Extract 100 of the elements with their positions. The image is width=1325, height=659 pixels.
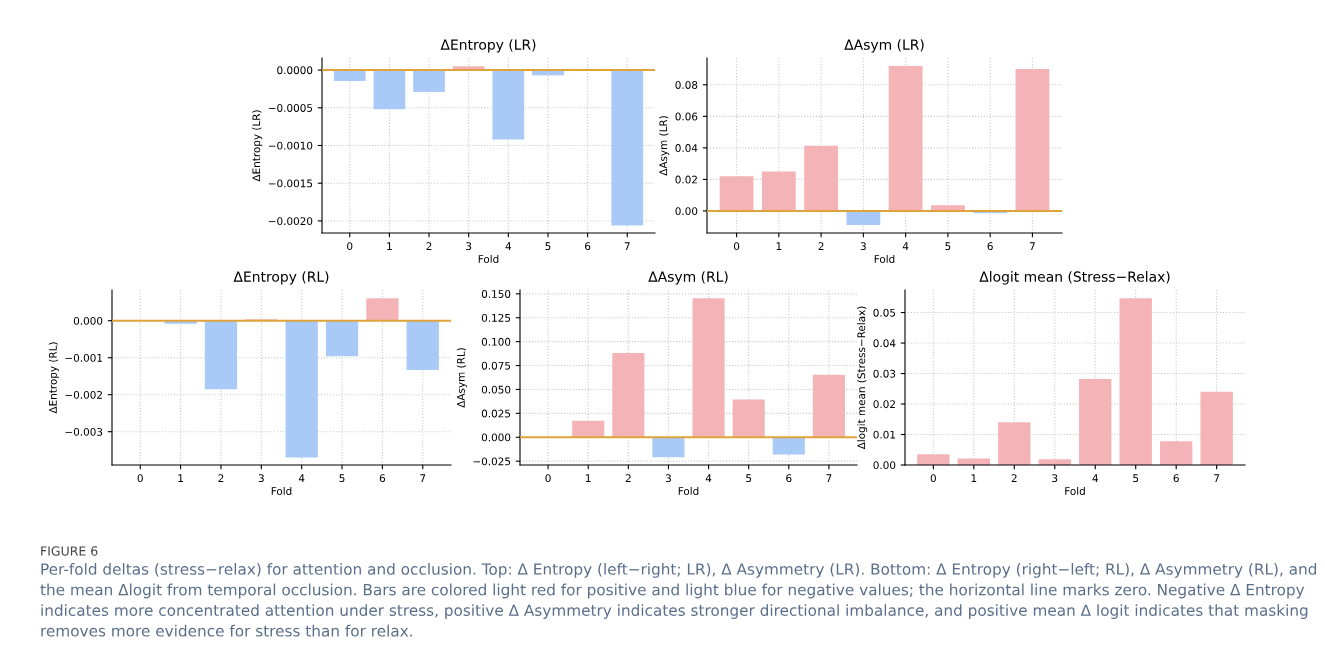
y-axis-title: ΔEntropy (LR) xyxy=(252,110,263,182)
x-tick-label: 0 xyxy=(733,242,740,251)
y-tick-label: −0.0005 xyxy=(268,104,313,112)
x-tick-label: 0 xyxy=(545,474,551,483)
y-tick-label: 0.02 xyxy=(873,400,895,409)
x-tick-label: 2 xyxy=(625,474,631,482)
x-tick-label: 4 xyxy=(1092,474,1098,482)
x-tick-label: 2 xyxy=(426,242,432,250)
bar xyxy=(612,353,645,438)
y-tick-label: −0.003 xyxy=(65,427,103,436)
x-tick-label: 1 xyxy=(586,474,591,482)
bar xyxy=(366,298,399,321)
y-tick-label: 0.125 xyxy=(481,313,511,322)
y-tick-label: −0.002 xyxy=(65,390,102,399)
x-tick-label: 1 xyxy=(971,474,977,482)
bar xyxy=(846,210,881,226)
bar xyxy=(888,65,923,211)
x-tick-label: 0 xyxy=(347,242,353,251)
chart-title: ΔAsym (RL) xyxy=(648,271,728,285)
x-tick-label: 2 xyxy=(218,474,224,482)
x-tick-label: 2 xyxy=(1011,474,1017,482)
x-tick-label: 4 xyxy=(505,242,512,250)
y-tick-label: 0.000 xyxy=(481,433,511,442)
y-tick-label: 0.04 xyxy=(873,339,896,348)
x-tick-label: 3 xyxy=(258,474,264,483)
y-tick-label: 0.02 xyxy=(675,175,697,184)
y-tick-label: 0.025 xyxy=(481,409,511,418)
chart-title: ΔEntropy (RL) xyxy=(233,271,329,285)
bar xyxy=(204,320,238,390)
bar xyxy=(1119,298,1152,465)
y-tick-label: 0.08 xyxy=(675,81,698,89)
y-tick-label: 0.0000 xyxy=(277,66,313,75)
bar xyxy=(761,171,796,211)
bar xyxy=(1015,69,1050,211)
x-tick-label: 7 xyxy=(1214,474,1220,482)
x-axis-title: Fold xyxy=(678,486,699,495)
text: Per-fold deltas (stress−relax) for attention and occlusion. Top: Δ Entropy (left−right; LR), Δ Asymmetry (LR). Bottom: Δ Entropy (right−left; RL), Δ Asymmetry (RL), and the mean Δlogit from temporal occlusion. Bars are colored light red for positive and light blue for negative values; the horizontal line marks zero. Negative Δ Entropy indicates more concentrated attention under stress, positive Δ Asymmetry indicates stronger directional imbalance, and positive mean Δ logit indicates that masking removes more evidence for stress than for relax. xyxy=(40,563,1317,637)
y-tick-label: 0.01 xyxy=(873,430,896,439)
x-tick-label: 5 xyxy=(339,474,345,483)
chart-title: ΔEntropy (LR) xyxy=(440,39,536,53)
y-axis-title: Δlogit mean (Stress−Relax) xyxy=(857,306,868,450)
bar xyxy=(772,437,805,455)
x-tick-label: 5 xyxy=(1133,474,1139,483)
x-tick-label: 3 xyxy=(1052,474,1058,483)
x-axis-title: Fold xyxy=(271,486,292,495)
x-tick-label: 5 xyxy=(746,474,752,483)
y-tick-label: 0.03 xyxy=(873,369,896,378)
y-tick-label: 0.075 xyxy=(481,361,511,370)
x-tick-label: 0 xyxy=(930,474,936,483)
bar xyxy=(1079,379,1112,465)
x-tick-label: 2 xyxy=(818,242,824,250)
bar xyxy=(325,320,359,357)
bar xyxy=(406,320,439,370)
y-tick-label: 0.06 xyxy=(675,112,698,121)
x-tick-label: 7 xyxy=(1029,242,1035,250)
bar xyxy=(917,454,950,465)
bar xyxy=(572,420,605,438)
y-tick-label: −0.0015 xyxy=(268,179,313,188)
bar xyxy=(1200,391,1233,465)
x-tick-label: 3 xyxy=(466,242,472,251)
bar xyxy=(692,298,725,438)
y-tick-label: 0.00 xyxy=(873,461,896,470)
bar xyxy=(812,374,845,438)
y-tick-label: −0.001 xyxy=(65,353,103,362)
x-axis-title: Fold xyxy=(874,254,895,263)
x-tick-label: 7 xyxy=(826,474,832,482)
bar xyxy=(998,422,1031,465)
x-tick-label: 1 xyxy=(776,242,782,250)
y-tick-label: 0.050 xyxy=(481,385,511,394)
bar xyxy=(285,320,318,458)
y-tick-label: −0.0020 xyxy=(268,217,313,226)
x-axis-title: Fold xyxy=(478,254,499,263)
x-tick-label: 0 xyxy=(137,474,143,483)
y-tick-label: 0.000 xyxy=(73,316,103,325)
y-tick-label: 0.00 xyxy=(675,207,698,216)
y-tick-label: 0.100 xyxy=(481,337,511,346)
x-tick-label: 1 xyxy=(387,242,392,250)
y-tick-label: −0.0010 xyxy=(268,141,313,150)
x-tick-label: 7 xyxy=(420,474,426,482)
x-tick-label: 5 xyxy=(545,242,551,251)
x-tick-label: 1 xyxy=(178,474,183,482)
y-axis-title: ΔAsym (LR) xyxy=(659,116,670,176)
x-tick-label: 4 xyxy=(705,474,712,482)
y-axis-title: ΔAsym (RL) xyxy=(456,348,467,408)
y-tick-label: −0.025 xyxy=(473,457,511,466)
y-tick-label: 0.05 xyxy=(873,308,896,317)
y-tick-label: 0.150 xyxy=(481,290,511,298)
caption: FIGURE 6 xyxy=(41,546,98,556)
bar xyxy=(732,399,765,438)
x-tick-label: 3 xyxy=(860,242,866,251)
x-tick-label: 3 xyxy=(665,474,671,483)
bar xyxy=(1160,441,1193,465)
x-tick-label: 6 xyxy=(585,242,591,251)
x-tick-label: 6 xyxy=(987,242,993,251)
y-tick-label: 0.04 xyxy=(675,144,698,152)
x-tick-label: 6 xyxy=(379,474,386,483)
bar xyxy=(652,437,685,458)
x-tick-label: 6 xyxy=(1173,474,1179,483)
y-axis-title: ΔEntropy (RL) xyxy=(48,342,59,414)
chart-title: ΔAsym (LR) xyxy=(844,39,924,53)
